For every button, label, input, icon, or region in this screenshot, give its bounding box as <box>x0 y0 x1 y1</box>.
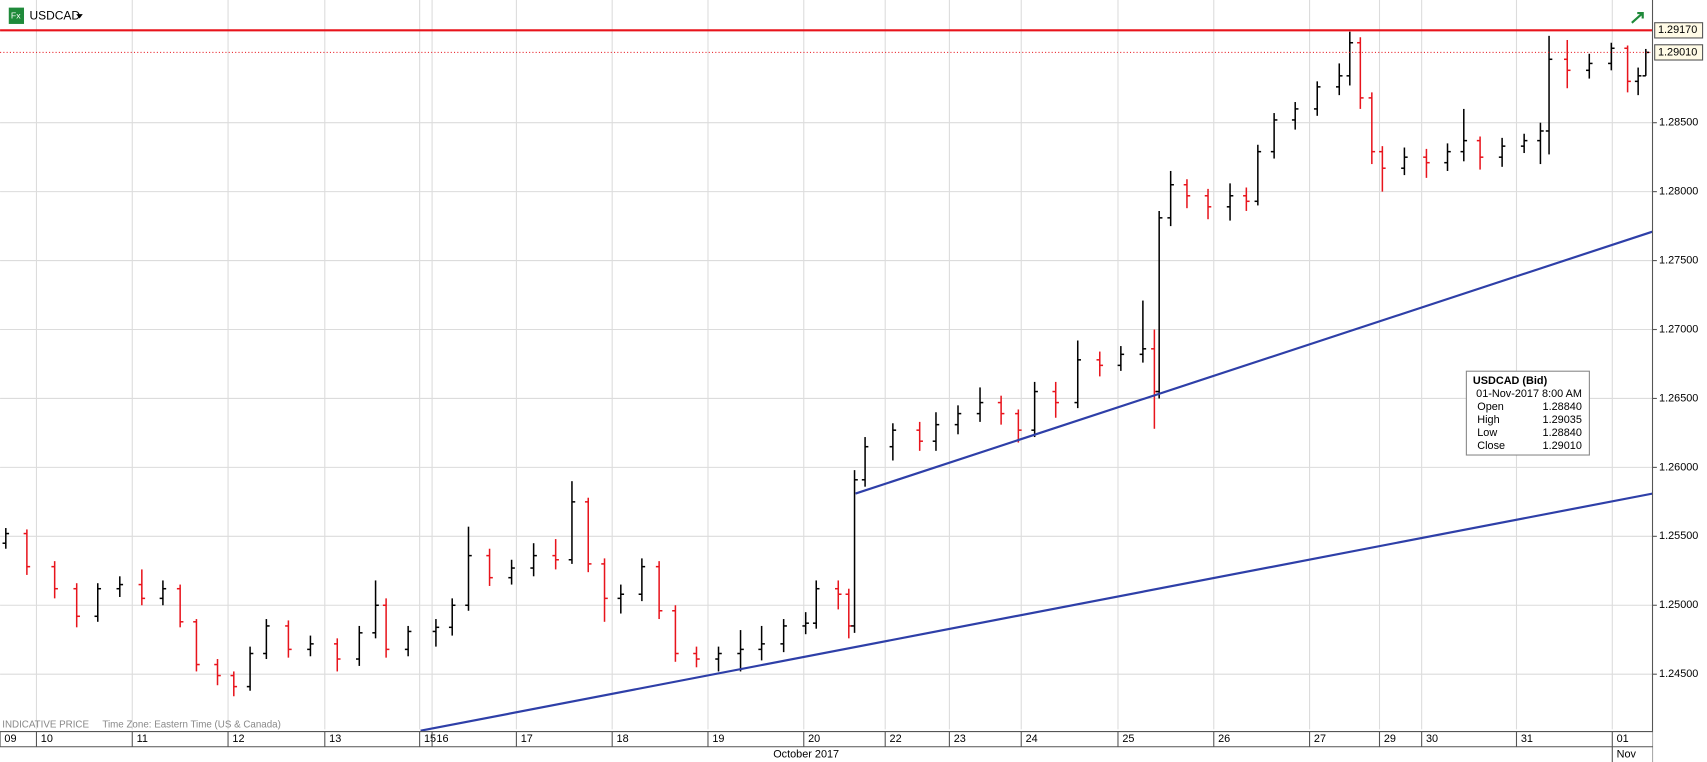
trend-icon[interactable] <box>1631 11 1644 24</box>
tooltip: USDCAD (Bid) 01-Nov-2017 8:00 AM Open 1.2… <box>1465 370 1590 456</box>
tooltip-box <box>1465 370 1590 456</box>
x-tick-label: 31 <box>1521 733 1533 745</box>
y-tick-label: 1.24500 <box>1659 668 1698 680</box>
y-tick-label: 1.28000 <box>1659 186 1698 198</box>
tooltip-value: 1.28840 <box>1543 427 1582 439</box>
x-tick-label: 01 <box>1617 733 1629 745</box>
tooltip-time: 01-Nov-2017 8:00 AM <box>1476 388 1582 400</box>
x-tick-label: 13 <box>329 733 341 745</box>
x-tick-label: 23 <box>954 733 966 745</box>
trend-line <box>855 230 1653 495</box>
price-label-box <box>1654 44 1704 61</box>
tooltip-key: Low <box>1477 427 1497 439</box>
tooltip-value: 1.29010 <box>1543 440 1582 452</box>
price-label: 1.29170 <box>1658 24 1697 36</box>
tooltip-title: USDCAD (Bid) <box>1473 375 1548 387</box>
y-tick-label: 1.27500 <box>1659 254 1698 266</box>
grid <box>0 0 1653 730</box>
x-tick-label: 11 <box>137 733 148 745</box>
y-tick-label: 1.28500 <box>1659 117 1698 129</box>
tooltip-key: Open <box>1477 401 1504 413</box>
x-tick-label: 22 <box>890 733 902 745</box>
x-tick-label: 09 <box>4 733 16 745</box>
dropdown-arrow[interactable] <box>76 14 83 19</box>
fx-icon[interactable] <box>8 7 25 24</box>
x-tick-label: 19 <box>712 733 724 745</box>
tooltip-value: 1.28840 <box>1543 401 1582 413</box>
plot <box>0 29 1653 732</box>
x-tick-label: 15 <box>424 733 436 745</box>
x-tick-label: 12 <box>232 733 244 745</box>
tooltip-value: 1.29035 <box>1543 414 1582 426</box>
footer-timezone: Time Zone: Eastern Time (US & Canada) <box>102 720 280 731</box>
x-tick-label: 24 <box>1026 733 1038 745</box>
x-tick-label: 20 <box>808 733 820 745</box>
x-tick-label: 29 <box>1384 733 1396 745</box>
x-tick-label: 26 <box>1218 733 1230 745</box>
fx-icon-label: Fx <box>11 11 21 21</box>
x-tick-label: 18 <box>617 733 629 745</box>
symbol-title[interactable]: USDCAD <box>29 8 80 22</box>
tooltip-key: Close <box>1477 440 1505 452</box>
x-tick-label: 10 <box>41 733 53 745</box>
x-tick-label: 17 <box>521 733 533 745</box>
x-tick-label: 30 <box>1426 733 1438 745</box>
x-tick-label: 16 <box>436 733 448 745</box>
x-tick-label: 27 <box>1314 733 1326 745</box>
price-label-box <box>1654 22 1704 39</box>
y-tick-label: 1.26500 <box>1659 392 1698 404</box>
y-tick-label: 1.25500 <box>1659 530 1698 542</box>
tooltip-rows: Open 1.28840 High 1.29035 Low 1.28840 Close 1.2… <box>1477 401 1582 452</box>
tooltip-key: High <box>1477 414 1499 426</box>
trend-line <box>420 492 1653 732</box>
y-axis-panel <box>1652 0 1707 762</box>
footer-indicative: INDICATIVE PRICE <box>2 720 89 731</box>
month-label: October 2017 <box>773 748 839 760</box>
price-label: 1.29010 <box>1658 46 1697 58</box>
y-tick-label: 1.27000 <box>1659 323 1698 335</box>
x-tick-label: 25 <box>1122 733 1134 745</box>
y-tick-label: 1.25000 <box>1659 599 1698 611</box>
axes: 1.24500 1.25000 1.25500 1.26000 1.26500 1.270… <box>0 22 1704 762</box>
y-tick-label: 1.26000 <box>1659 461 1698 473</box>
month-label: Nov <box>1617 748 1637 760</box>
